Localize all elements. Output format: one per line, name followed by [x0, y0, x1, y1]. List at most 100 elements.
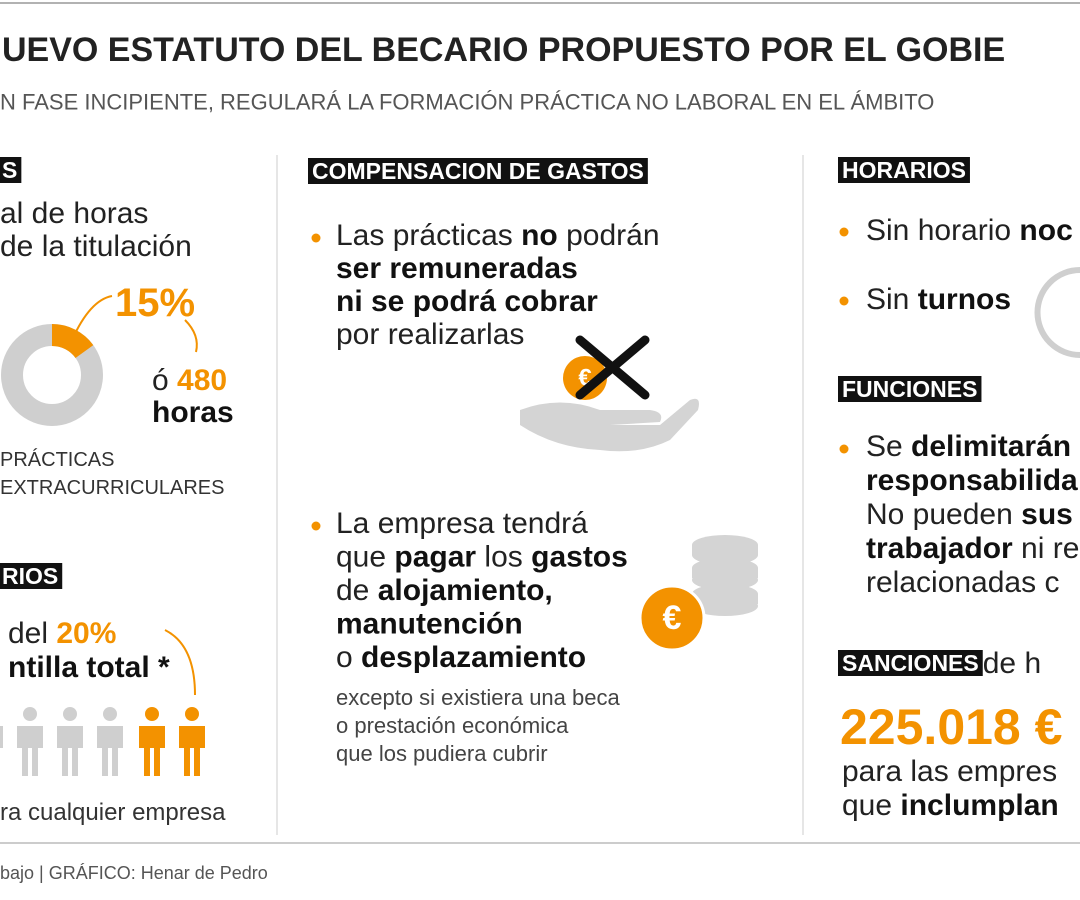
hand-icon — [520, 398, 699, 452]
text-segment: que — [842, 789, 900, 822]
person-head — [63, 707, 77, 721]
text-segment: 20% — [56, 617, 116, 650]
bullet — [839, 296, 849, 306]
text-segment: La empresa tendrá — [336, 507, 588, 540]
text-line: o prestación económica — [336, 713, 569, 738]
coin-symbol: € — [663, 599, 682, 637]
donut-segment — [1, 324, 103, 426]
text-segment: ni se podrá cobrar — [336, 285, 598, 318]
text-segment: ntilla total * — [8, 651, 170, 684]
text-line: ni se podrá cobrar — [336, 285, 598, 318]
percent: 15% — [115, 281, 195, 325]
text-line: horas — [152, 396, 234, 429]
person-icon — [17, 707, 43, 776]
bullet — [839, 444, 849, 454]
section-label-bg — [0, 563, 63, 589]
section-label-bg — [838, 376, 982, 402]
text-line: al de horas — [0, 197, 148, 230]
connector — [71, 295, 113, 341]
person-icon — [57, 707, 83, 776]
section-label: HORARIOS — [842, 157, 966, 183]
section-label: SANCIONES — [842, 650, 979, 676]
text-segment: de h — [983, 647, 1041, 680]
text-segment: Sin — [866, 283, 918, 316]
text-segment: no — [521, 219, 558, 252]
text-line: Las prácticas no podrán — [336, 219, 660, 252]
person-body — [17, 726, 43, 776]
person-body — [57, 726, 83, 776]
text-line: relacionadas c — [866, 566, 1059, 599]
text-segment: podrán — [558, 219, 660, 252]
text-line: ntilla total * — [8, 651, 170, 684]
text-segment: pagar — [394, 540, 476, 573]
text-segment: ni re — [1013, 532, 1080, 565]
text-segment: inclumplan — [900, 789, 1058, 822]
text-line: manutención — [336, 607, 523, 640]
text-segment: Se — [866, 430, 911, 463]
section-label: RIOS — [2, 563, 58, 589]
text-segment: que — [336, 540, 394, 573]
text-line: Sin horario noc — [866, 214, 1073, 247]
coin-icon — [563, 356, 607, 400]
text-segment: 480 — [177, 364, 227, 397]
text-segment: Las prácticas — [336, 219, 521, 252]
section-label: S — [2, 157, 17, 183]
section-label: COMPENSACION DE GASTOS — [312, 158, 644, 184]
text-segment: trabajador — [866, 532, 1013, 565]
text-segment: los — [476, 540, 531, 573]
text-line: que los pudiera cubrir — [336, 741, 548, 766]
text-segment: alojamiento, — [378, 574, 553, 607]
person-icon — [97, 707, 123, 776]
text-segment: de la titulación — [0, 230, 192, 263]
text-segment: excepto si existiera una beca — [336, 685, 620, 710]
person-head — [103, 707, 117, 721]
text-segment: PRÁCTICAS — [0, 448, 114, 471]
text-segment: de — [336, 574, 378, 607]
person-body — [179, 726, 205, 776]
subtitle: N FASE INCIPIENTE, REGULARÁ LA FORMACIÓN… — [0, 90, 934, 115]
text-line: EXTRACURRICULARES — [0, 477, 224, 499]
text-segment: al de horas — [0, 197, 148, 230]
text-segment: del — [8, 617, 56, 650]
section-label-bg — [838, 650, 983, 676]
text-line: excepto si existiera una beca — [336, 685, 620, 710]
text-segment: ó — [152, 364, 177, 397]
connector — [164, 629, 196, 696]
text-segment: o prestación económica — [336, 713, 569, 738]
text-line: que inclumplan — [842, 789, 1059, 822]
text-segment: Sin horario — [866, 214, 1019, 247]
text-line: responsabilida — [866, 464, 1078, 497]
text-segment: EXTRACURRICULARES — [0, 477, 224, 499]
text-line: que pagar los gastos — [336, 540, 628, 573]
text-segment: gastos — [531, 540, 628, 573]
text-segment: horas — [152, 396, 234, 429]
text-segment: noc — [1019, 214, 1072, 247]
text-line: Sin turnos — [866, 283, 1011, 316]
text-segment: desplazamiento — [361, 641, 586, 674]
text-line: por realizarlas — [336, 318, 524, 351]
text-line: de h — [983, 647, 1041, 680]
text-segment: manutención — [336, 607, 523, 640]
text-segment: responsabilida — [866, 464, 1078, 497]
text-line: ser remuneradas — [336, 252, 578, 285]
text-line: trabajador ni re — [866, 532, 1079, 565]
connector — [184, 319, 198, 353]
text-segment: ra cualquier empresa — [0, 799, 226, 826]
person-body — [139, 726, 165, 776]
bullet — [311, 521, 321, 531]
text-line: La empresa tendrá — [336, 507, 588, 540]
text-segment: por realizarlas — [336, 318, 524, 351]
coin-stack — [692, 535, 758, 616]
clock-icon — [1034, 267, 1080, 358]
text-segment: No pueden — [866, 498, 1021, 531]
section-label-bg — [308, 158, 648, 184]
text-line: ra cualquier empresa — [0, 799, 226, 826]
person-icon — [0, 726, 3, 748]
text-segment: sus — [1021, 498, 1073, 531]
person-body — [0, 726, 3, 748]
person-head — [23, 707, 37, 721]
footer: bajo | GRÁFICO: Henar de Pedro — [0, 863, 268, 883]
person-icon — [179, 707, 205, 776]
title: UEVO ESTATUTO DEL BECARIO PROPUESTO POR … — [2, 31, 1005, 69]
